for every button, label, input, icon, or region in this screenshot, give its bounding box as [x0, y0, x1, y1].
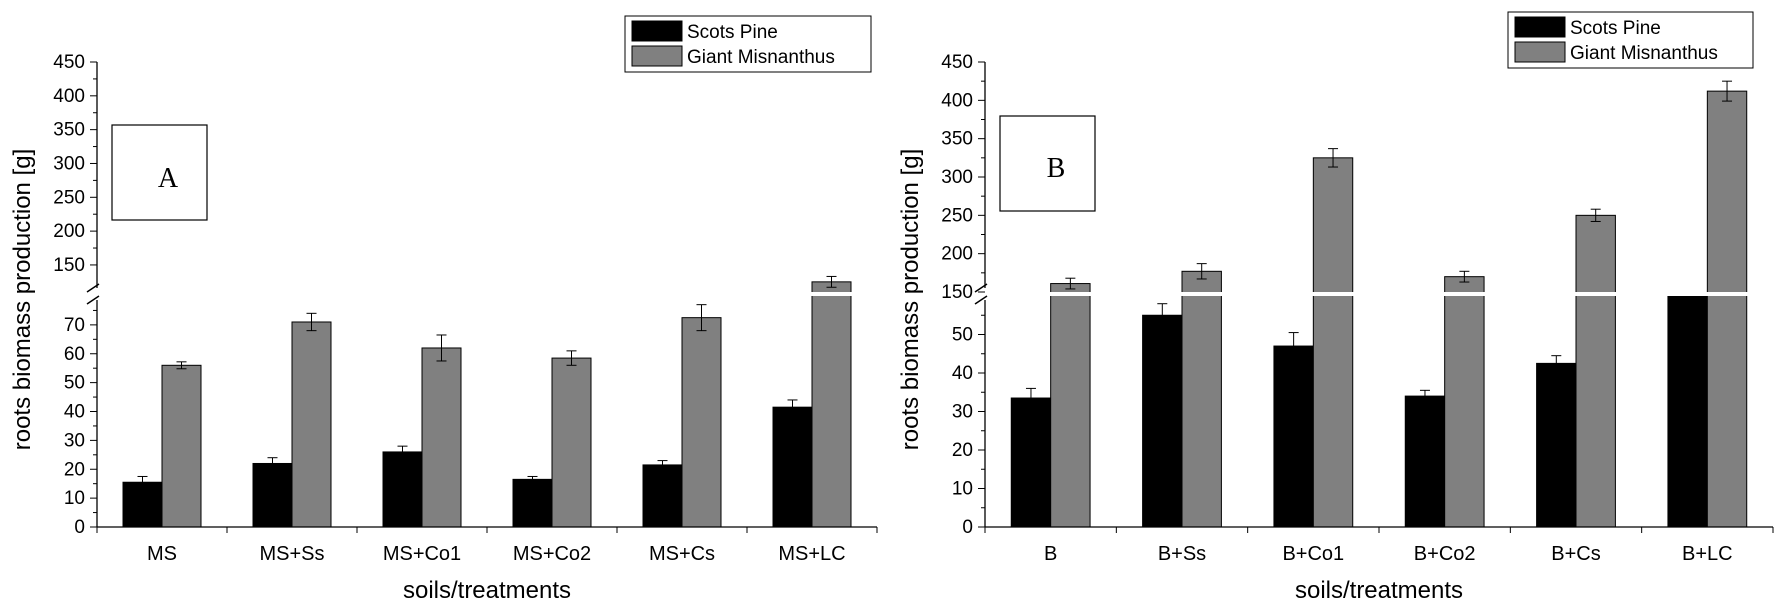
legend-swatch-scots-pine — [1514, 16, 1566, 38]
x-axis-title: soils/treatments — [1295, 577, 1463, 604]
y-tick-label: 60 — [64, 344, 85, 365]
legend-label: Scots Pine — [1570, 18, 1661, 39]
legend: Scots Pine Giant Misnanthus — [1507, 11, 1754, 69]
y-tick-label: 50 — [952, 325, 973, 346]
bar-giant-misnanthus — [291, 321, 332, 528]
y-tick-label: 150 — [53, 255, 85, 276]
bar-giant-misnanthus — [1312, 157, 1354, 528]
panel-label: A — [158, 163, 179, 194]
x-tick-label: B+LC — [1682, 543, 1733, 565]
bar-scots-pine — [642, 464, 683, 528]
y-tick-label: 10 — [64, 488, 85, 509]
legend-swatch-scots-pine — [631, 20, 683, 42]
bar-scots-pine — [1667, 295, 1708, 528]
legend-label: Scots Pine — [687, 22, 778, 43]
x-tick-label: MS+LC — [778, 543, 845, 565]
bar-giant-misnanthus — [421, 347, 462, 528]
legend-label: Giant Misnanthus — [1570, 43, 1718, 64]
y-axis-title: roots biomass production [g] — [9, 149, 36, 451]
y-tick-label: 350 — [941, 129, 973, 150]
y-tick-label: 250 — [941, 205, 973, 226]
y-tick-label: 50 — [64, 373, 85, 394]
bar-giant-misnanthus — [1575, 214, 1616, 528]
x-tick-label: B+Cs — [1551, 543, 1600, 565]
bar-scots-pine — [1142, 314, 1183, 528]
x-tick-label: MS+Ss — [259, 543, 324, 565]
panel-label-box — [111, 124, 208, 221]
axis-break-band — [986, 292, 1774, 296]
y-axis-title: roots biomass production [g] — [897, 149, 924, 451]
bar-giant-misnanthus — [1181, 270, 1222, 528]
panel-a-chart: MS MS+Ss MS+Co1 MS+Co2 MS+Cs MS+LC 0 10 20 30 40 50… — [9, 15, 878, 604]
bar-giant-misnanthus — [811, 281, 852, 528]
axis-break-mark — [974, 283, 988, 293]
x-tick-label: B+Co1 — [1282, 543, 1344, 565]
bar-giant-misnanthus — [1050, 283, 1091, 528]
bar-scots-pine — [1404, 395, 1446, 528]
y-tick-label: 0 — [74, 517, 85, 538]
bar-giant-misnanthus — [1444, 276, 1485, 528]
bar-giant-misnanthus — [551, 357, 592, 528]
x-tick-label: MS+Co1 — [383, 543, 461, 565]
axis-break-mark — [86, 295, 100, 305]
y-tick-label: 20 — [952, 440, 973, 461]
bar-giant-misnanthus — [161, 364, 202, 528]
panel-label: B — [1047, 153, 1066, 184]
y-tick-label: 300 — [941, 167, 973, 188]
axis-break-mark — [974, 295, 988, 305]
y-tick-label: 10 — [952, 479, 973, 500]
legend-swatch-giant-misnanthus — [631, 45, 683, 67]
y-tick-label: 400 — [941, 90, 973, 111]
bar-giant-misnanthus — [681, 317, 722, 528]
y-tick-label: 40 — [64, 402, 85, 423]
bar-scots-pine — [1536, 362, 1577, 528]
x-tick-label: B+Co2 — [1414, 543, 1476, 565]
axis-break-mark — [86, 283, 100, 293]
y-tick-label: 300 — [53, 153, 85, 174]
y-tick-label: 200 — [941, 244, 973, 265]
y-tick-label: 400 — [53, 86, 85, 107]
y-tick-label: 250 — [53, 187, 85, 208]
bar-scots-pine — [382, 451, 423, 528]
y-tick-label: 150 — [941, 282, 973, 303]
axis-break-band — [98, 292, 878, 296]
y-tick-label: 0 — [962, 517, 973, 538]
y-tick-label: 450 — [941, 52, 973, 73]
panel-label-box — [999, 115, 1096, 212]
y-tick-label: 30 — [952, 402, 973, 423]
x-tick-label: MS+Cs — [649, 543, 715, 565]
panel-b-chart: B B+Ss B+Co1 B+Co2 B+Cs B+LC 0 10 20 30 40 50 150 200… — [897, 11, 1774, 604]
legend: Scots Pine Giant Misnanthus — [624, 15, 872, 73]
x-tick-label: MS — [147, 543, 177, 565]
y-tick-label: 450 — [53, 52, 85, 73]
y-tick-label: 30 — [64, 430, 85, 451]
x-axis-title: soils/treatments — [403, 577, 571, 604]
bar-scots-pine — [512, 478, 553, 528]
bar-scots-pine — [1273, 345, 1314, 528]
x-tick-label: B+Ss — [1158, 543, 1206, 565]
y-tick-label: 350 — [53, 120, 85, 141]
legend-label: Giant Misnanthus — [687, 47, 835, 68]
y-tick-label: 40 — [952, 363, 973, 384]
x-tick-label: MS+Co2 — [513, 543, 591, 565]
bar-giant-misnanthus — [1706, 90, 1748, 528]
bar-scots-pine — [772, 406, 813, 528]
y-tick-label: 70 — [64, 315, 85, 336]
bar-scots-pine — [252, 462, 293, 528]
bar-scots-pine — [122, 481, 163, 528]
bar-scots-pine — [1010, 397, 1052, 528]
y-tick-label: 200 — [53, 221, 85, 242]
legend-swatch-giant-misnanthus — [1514, 41, 1566, 63]
y-tick-label: 20 — [64, 459, 85, 480]
x-tick-label: B — [1044, 543, 1057, 565]
